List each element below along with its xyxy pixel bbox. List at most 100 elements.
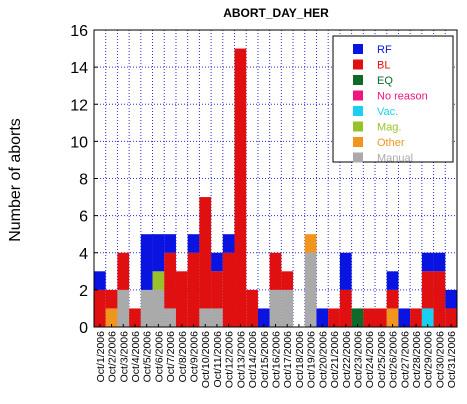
x-tick-label: Oct/10/2006 (200, 331, 212, 388)
bar-segment-bl (410, 308, 422, 327)
legend-label: Mag. (377, 122, 401, 134)
legend-swatch (353, 106, 363, 116)
bar-segment-bl (445, 308, 457, 327)
x-tick-label: Oct/28/2006 (411, 331, 423, 388)
x-tick-label: Oct/15/2006 (259, 331, 271, 388)
bar-segment-manual (199, 308, 212, 327)
bar-segment-rf (187, 234, 200, 253)
bar-segment-rf (445, 289, 457, 309)
bar-segment-other (386, 308, 399, 327)
legend-label: Vac. (377, 106, 398, 118)
legend-swatch (353, 44, 363, 54)
bar-segment-manual (152, 289, 165, 328)
x-tick-label: Oct/13/2006 (235, 331, 247, 388)
legend-label: Other (377, 137, 405, 149)
x-tick-label: Oct/24/2006 (364, 331, 376, 388)
x-tick-label: Oct/9/2006 (189, 331, 201, 383)
legend-swatch (353, 75, 363, 85)
bar-segment-bl (246, 289, 258, 328)
x-tick-label: Oct/29/2006 (423, 331, 435, 388)
x-tick-label: Oct/16/2006 (271, 331, 283, 388)
y-tick-label: 12 (70, 97, 88, 114)
bar-segment-manual (211, 308, 223, 327)
legend-label: BL (377, 60, 390, 72)
bar-segment-rf (94, 271, 106, 290)
bar-segment-rf (398, 308, 411, 327)
bar-segment-rf (164, 234, 176, 253)
x-tick-label: Oct/3/2006 (118, 331, 130, 383)
x-axis-ticks: Oct/1/2006 Oct/2/2006 Oct/3/2006 Oct/4/2006… (95, 324, 458, 388)
bar-segment-bl (211, 271, 223, 309)
x-tick-label: Oct/11/2006 (212, 331, 224, 388)
bar-segment-bl (328, 308, 340, 327)
legend: RF BL EQ No reason Vac. Mag. Other Manual (332, 35, 454, 165)
x-tick-label: Oct/30/2006 (434, 331, 446, 388)
legend-label: RF (377, 44, 392, 56)
bar-segment-bl (222, 252, 235, 327)
bar-segment-rf (339, 252, 352, 290)
legend-swatch (353, 121, 363, 132)
bar-segment-bl (187, 252, 200, 327)
x-tick-label: Oct/21/2006 (329, 331, 341, 388)
bar-segment-manual (281, 289, 294, 328)
bar-segment-bl (164, 252, 176, 309)
x-tick-label: Oct/20/2006 (317, 331, 329, 388)
x-tick-label: Oct/14/2006 (247, 331, 259, 388)
x-tick-label: Oct/25/2006 (376, 331, 388, 388)
bar-segment-bl (105, 289, 118, 309)
bar-segment-other (304, 234, 317, 253)
bar-segment-rf (433, 252, 446, 272)
x-tick-label: Oct/1/2006 (95, 331, 107, 383)
x-tick-label: Oct/2/2006 (107, 331, 119, 383)
legend-label: No reason (377, 91, 428, 103)
legend-swatch (353, 152, 363, 163)
legend-swatch (353, 137, 363, 147)
bar-segment-rf (386, 271, 399, 290)
bars (94, 48, 457, 328)
x-tick-label: Oct/4/2006 (130, 331, 142, 383)
chart-title: ABORT_DAY_HER (223, 6, 329, 20)
bar-segment-manual (140, 289, 153, 328)
y-tick-label: 14 (70, 60, 88, 77)
bar-segment-manual (304, 252, 317, 327)
bar-segment-bl (199, 197, 212, 309)
x-tick-label: Oct/19/2006 (306, 331, 318, 388)
y-tick-label: 8 (79, 172, 88, 189)
bar-segment-bl (269, 252, 282, 290)
bar-segment-bl (386, 289, 399, 309)
bar-segment-bl (339, 289, 352, 328)
bar-segment-manual (269, 289, 282, 328)
x-tick-label: Oct/18/2006 (294, 331, 306, 388)
y-tick-label: 4 (79, 246, 88, 263)
legend-swatch (353, 90, 363, 101)
bar-segment-manual (164, 308, 176, 327)
x-tick-label: Oct/17/2006 (282, 331, 294, 388)
y-tick-label: 16 (70, 23, 88, 40)
y-axis-ticks: 0 2 4 6 8 10 12 14 16 (70, 23, 98, 337)
bar-segment-other (105, 308, 118, 327)
bar-segment-bl (117, 252, 130, 290)
bar-segment-bl (363, 308, 376, 327)
bar-segment-bl (281, 271, 294, 290)
bar-segment-vac- (421, 308, 434, 327)
x-tick-label: Oct/27/2006 (399, 331, 411, 388)
y-tick-label: 10 (70, 134, 88, 151)
bar-segment-rf (222, 234, 235, 253)
bar-segment-eq (351, 308, 364, 327)
x-tick-label: Oct/8/2006 (177, 331, 189, 383)
bar-segment-rf (211, 252, 223, 272)
bar-segment-bl (375, 308, 387, 327)
bar-segment-bl (234, 48, 247, 328)
legend-label: Manual (377, 153, 413, 165)
x-tick-label: Oct/23/2006 (352, 331, 364, 388)
y-tick-label: 2 (79, 283, 88, 300)
bar-segment-rf (257, 308, 270, 327)
bar-segment-bl (421, 271, 434, 309)
legend-label: EQ (377, 75, 393, 87)
x-tick-label: Oct/31/2006 (446, 331, 458, 388)
x-tick-label: Oct/7/2006 (165, 331, 177, 383)
bar-segment-rf (421, 252, 434, 272)
x-tick-label: Oct/5/2006 (142, 331, 154, 383)
y-tick-label: 6 (79, 209, 88, 226)
